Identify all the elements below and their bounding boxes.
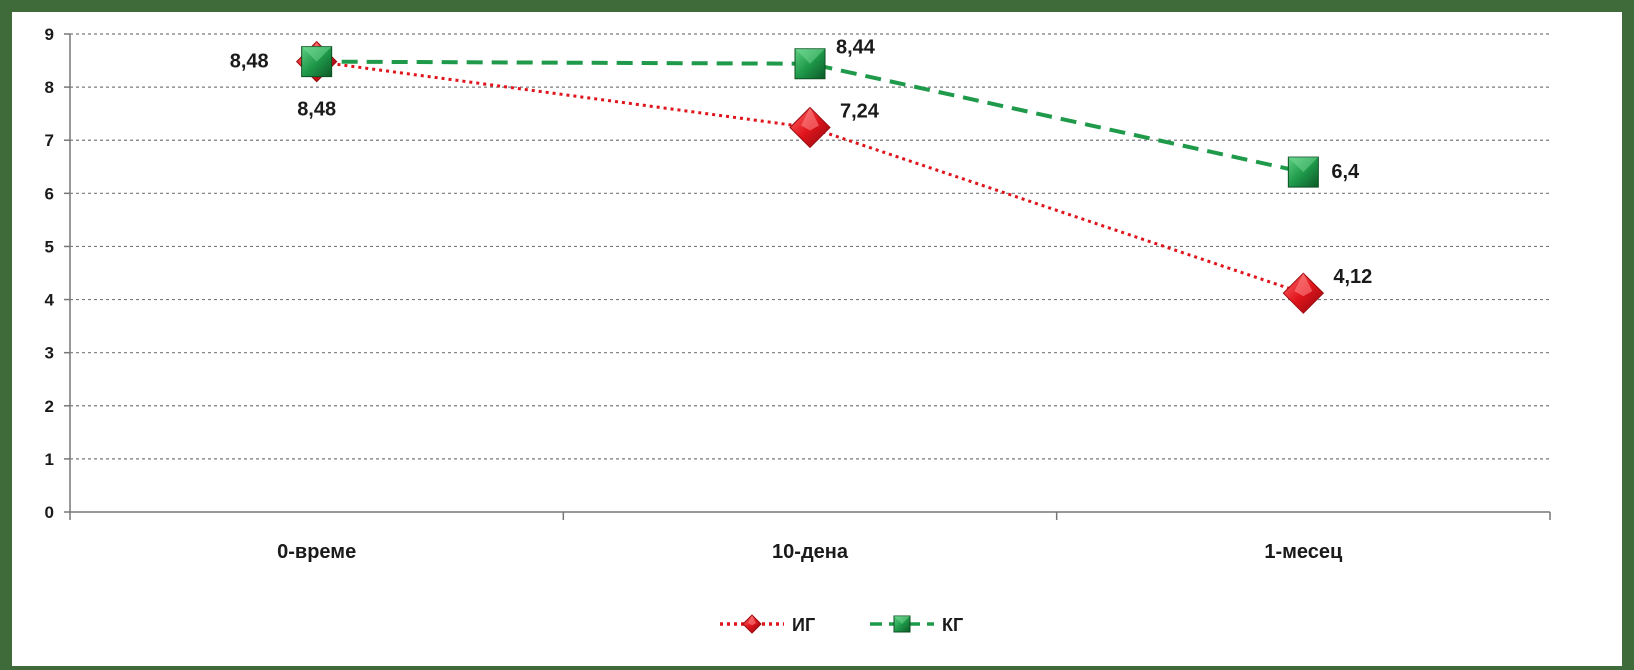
legend-marker-0 — [742, 614, 762, 634]
series-0-point-2 — [1282, 272, 1325, 314]
series-1-point-0-highlight — [301, 46, 332, 62]
y-tick-label-4: 4 — [45, 291, 55, 310]
y-axis-ticks: 0 1 2 3 4 5 6 7 8 9 — [45, 25, 70, 522]
y-tick-label-2: 2 — [45, 397, 54, 416]
series-1-point-1 — [794, 48, 826, 80]
series-0-point-2-highlight — [1294, 273, 1313, 297]
data-label-series-1-1: 8,44 — [836, 37, 876, 59]
series-1-point-0 — [301, 46, 333, 78]
series-1-point-2-shape — [1287, 156, 1319, 188]
gridlines — [70, 33, 1550, 460]
x-tick-label-1: 10-дена — [772, 541, 849, 563]
data-label-series-0-1: 7,24 — [840, 100, 880, 122]
chart-frame: 0 1 2 3 4 5 6 7 8 9 0-време 10-дена 1-месец 8,48 7,2… — [12, 12, 1622, 666]
data-label-series-0-0: 8,48 — [297, 99, 336, 121]
series-0-point-1 — [789, 106, 831, 149]
legend-marker-1 — [893, 615, 911, 633]
y-tick-label-7: 7 — [45, 131, 54, 150]
y-tick-label-3: 3 — [45, 344, 54, 363]
legend-label-1: КГ — [942, 615, 963, 635]
legend-marker-1-shape — [893, 615, 911, 633]
series-1-point-1-highlight — [795, 48, 825, 64]
x-tick-label-0: 0-време — [277, 541, 356, 563]
series-group — [295, 40, 1325, 314]
series-line-0 — [316, 60, 1304, 295]
legend: ИГ КГ — [720, 614, 963, 635]
data-label-series-0-2: 4,12 — [1333, 266, 1372, 288]
y-tick-label-0: 0 — [45, 503, 54, 522]
series-1-point-0-shape — [301, 46, 333, 78]
y-tick-label-1: 1 — [45, 450, 54, 469]
y-tick-label-5: 5 — [45, 237, 54, 256]
legend-label-0: ИГ — [792, 615, 815, 635]
data-labels: 8,48 7,24 4,12 8,48 8,44 6,4 — [230, 37, 1373, 288]
axes — [69, 34, 1550, 513]
y-tick-label-8: 8 — [45, 78, 54, 97]
x-tick-label-2: 1-месец — [1264, 541, 1343, 563]
x-axis-ticks: 0-време 10-дена 1-месец — [69, 512, 1551, 563]
line-chart: 0 1 2 3 4 5 6 7 8 9 0-време 10-дена 1-месец 8,48 7,2… — [45, 25, 1551, 635]
data-label-series-1-2: 6,4 — [1331, 161, 1360, 183]
series-1-point-2 — [1287, 156, 1319, 188]
series-line-1 — [316, 59, 1304, 175]
y-tick-label-6: 6 — [45, 184, 54, 203]
series-1-point-1-shape — [794, 48, 826, 80]
y-tick-label-9: 9 — [45, 25, 54, 44]
series-1-point-2-highlight — [1288, 157, 1319, 173]
data-label-series-1-0: 8,48 — [230, 51, 269, 73]
series-0-point-1-highlight — [801, 107, 819, 131]
legend-marker-1-highlight — [894, 616, 910, 624]
legend-marker-0-highlight — [747, 615, 757, 626]
